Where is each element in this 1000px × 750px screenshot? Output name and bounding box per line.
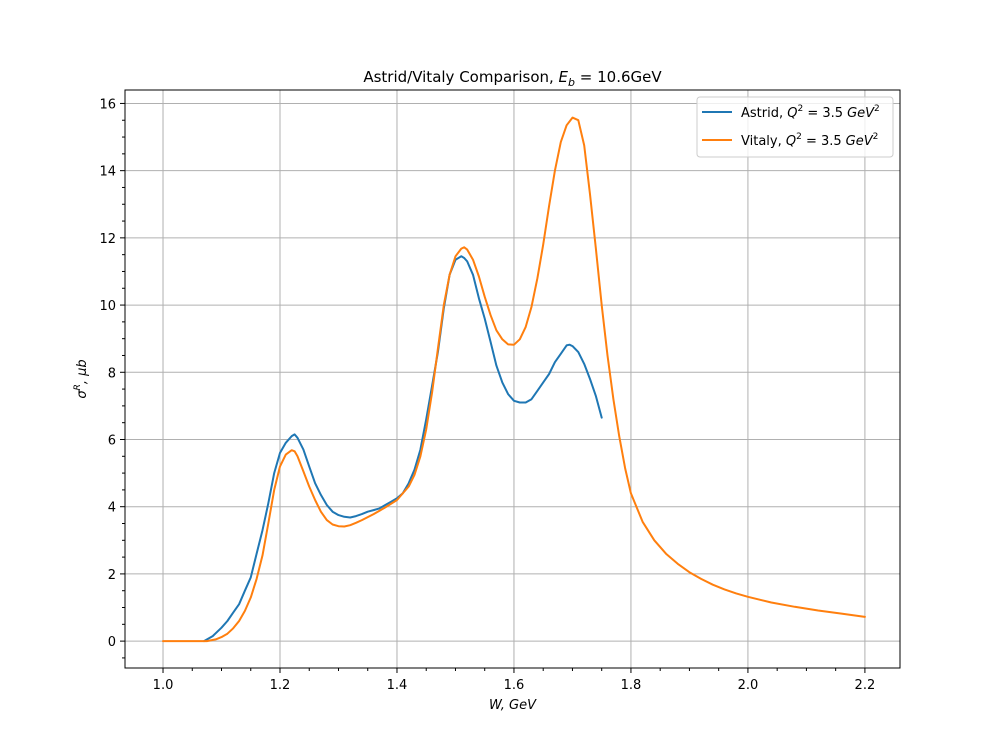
y-axis-label: σR, μb (73, 359, 90, 398)
x-tick-label: 1.8 (621, 678, 642, 693)
y-tick-label: 2 (108, 568, 116, 583)
y-tick-label: 0 (108, 635, 116, 650)
chart-title: Astrid/Vitaly Comparison, Eb = 10.6GeV (363, 68, 662, 89)
axis-ticks: 1.0 1.2 1.4 1.6 1.8 2.0 2.2 0 2 4 6 8 10 12 14 16 (99, 97, 875, 693)
series-line-vitaly (162, 116, 866, 643)
x-tick-label: 1.4 (387, 678, 408, 693)
legend: Astrid, Q2 = 3.5 GeV2 Vitaly, Q2 = 3.5 GeV… (696, 96, 894, 158)
legend-label-astrid: Astrid, Q2 = 3.5 GeV2 (741, 104, 880, 121)
y-tick-label: 10 (99, 299, 116, 314)
y-tick-label: 4 (108, 501, 116, 516)
y-tick-label: 8 (108, 366, 116, 381)
x-tick-label: 1.2 (270, 678, 291, 693)
x-tick-label: 2.0 (738, 678, 759, 693)
x-axis-label: W, GeV (489, 698, 537, 713)
y-tick-label: 14 (99, 165, 116, 180)
x-tick-label: 2.2 (855, 678, 876, 693)
y-tick-label: 6 (108, 433, 116, 448)
legend-label-vitaly: Vitaly, Q2 = 3.5 GeV2 (741, 132, 878, 149)
series-line-astrid (203, 255, 603, 643)
series-layer (162, 116, 866, 643)
y-tick-label: 12 (99, 232, 116, 247)
grid-lines (125, 90, 900, 668)
legend-box (696, 96, 894, 158)
x-tick-label: 1.6 (504, 678, 525, 693)
y-tick-label: 16 (99, 97, 116, 112)
x-tick-label: 1.0 (153, 678, 174, 693)
plot-area-frame (124, 89, 901, 669)
